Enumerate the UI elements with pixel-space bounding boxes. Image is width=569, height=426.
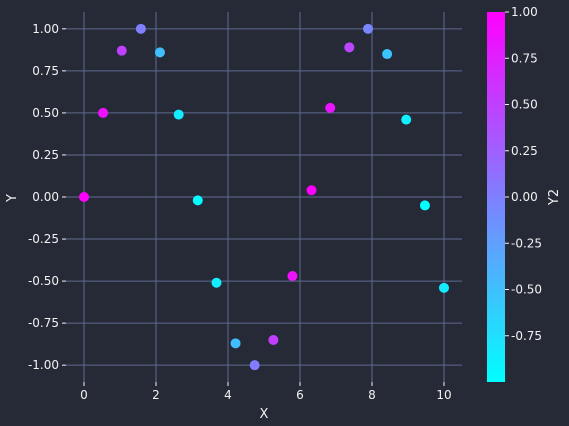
colorbar-tick-label: 0.75 [511,51,538,65]
data-point [363,23,374,34]
x-tick-label: 4 [224,388,232,402]
colorbar-tick-label: -0.50 [511,283,542,297]
y-tick-label: -0.50 [28,274,59,288]
data-point [98,107,109,118]
y-axis-label: Y [5,194,20,203]
data-point [382,49,393,60]
y-tick-label: -1.00 [28,358,59,372]
y-tick-label: 0.00 [32,190,59,204]
x-tick-label: 0 [80,388,88,402]
data-point [192,195,203,206]
colorbar [487,12,505,382]
colorbar-tick-label: 0.00 [511,190,538,204]
data-point [154,47,165,58]
data-point [306,185,317,196]
data-point [249,360,260,371]
axes: 0 2 4 6 8 10 -1.00 -0.75 -0.50 -0.25 0.00 0.25 0.50 0… [28,22,452,402]
y-tick-label: 0.50 [32,106,59,120]
data-points [79,23,449,371]
y-tick-label: -0.25 [28,232,59,246]
x-tick-label: 8 [368,388,376,402]
colorbar-tick-label: 0.25 [511,144,538,158]
x-tick-label: 10 [436,388,451,402]
y-tick-label: 0.75 [32,64,59,78]
data-point [79,192,89,202]
data-point [135,23,146,34]
data-point [116,45,127,56]
data-point [439,282,449,293]
y-tick-label: 1.00 [32,22,59,36]
colorbar-tick-label: -0.75 [511,329,542,343]
x-axis-label: X [260,407,269,422]
y-tick-label: -0.75 [28,316,59,330]
data-point [401,114,412,125]
colorbar-tick-label: 0.50 [511,98,538,112]
y-tick-label: 0.25 [32,148,59,162]
colorbar-ticks: -0.75 -0.50 -0.25 0.00 0.25 0.50 0.75 1.00 [505,5,542,343]
data-point [268,334,279,345]
data-point [211,277,222,288]
data-point [173,109,184,120]
data-point [344,42,355,53]
data-point [419,200,430,211]
colorbar-tick-label: 1.00 [511,5,538,19]
data-point [287,271,298,282]
colorbar-tick-label: -0.25 [511,236,542,250]
x-tick-label: 6 [296,388,304,402]
x-tick-label: 2 [152,388,160,402]
data-point [325,102,336,113]
data-point [230,338,241,349]
colorbar-label: Y2 [547,189,562,206]
grid [66,12,462,382]
